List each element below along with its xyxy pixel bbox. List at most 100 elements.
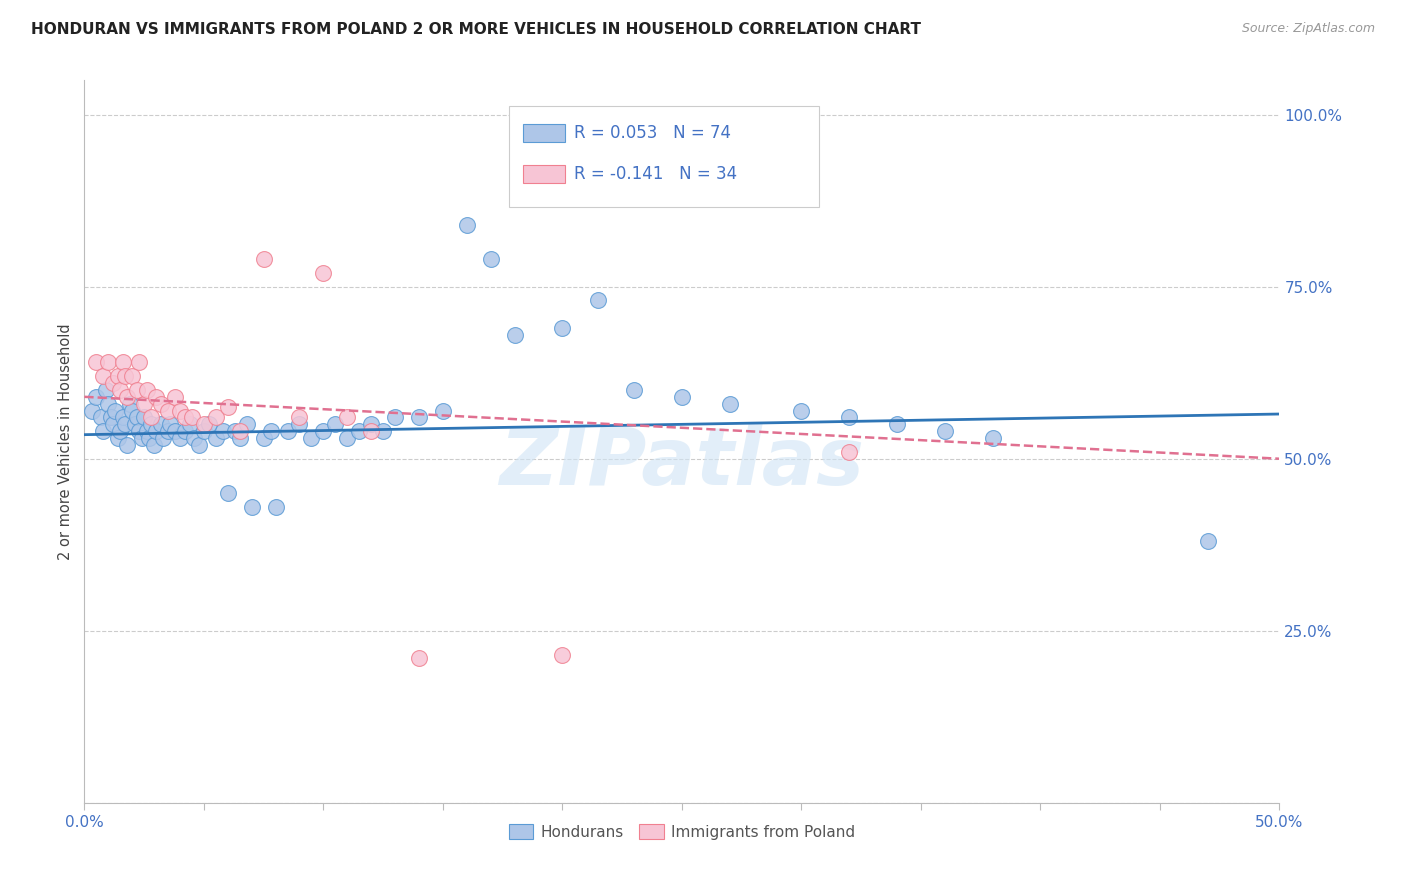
Point [236, 417, 259, 432]
Point [117, 438, 139, 452]
FancyBboxPatch shape [523, 124, 565, 142]
Point [135, 424, 157, 438]
Point [981, 431, 1004, 445]
Point [93, 424, 115, 438]
Point [100, 410, 122, 425]
Point [408, 651, 430, 665]
Point [101, 376, 124, 390]
Point [173, 410, 195, 425]
Point [169, 403, 191, 417]
Point [94, 383, 117, 397]
Point [671, 390, 693, 404]
Point [93, 369, 115, 384]
Point [373, 424, 395, 438]
Point [159, 417, 181, 432]
Point [193, 417, 215, 432]
Point [217, 400, 239, 414]
Point [886, 417, 908, 432]
Point [169, 431, 191, 445]
Point [111, 410, 134, 425]
Point [142, 438, 165, 452]
Point [790, 403, 813, 417]
Point [145, 390, 167, 404]
Point [503, 327, 526, 342]
Point [240, 500, 263, 514]
Point [125, 410, 148, 425]
Point [229, 424, 252, 438]
Point [551, 648, 574, 662]
Point [312, 266, 335, 280]
Point [193, 424, 215, 438]
Point [336, 410, 359, 425]
Point [111, 355, 134, 369]
Point [183, 431, 205, 445]
Point [205, 431, 228, 445]
Point [336, 431, 359, 445]
Point [165, 424, 187, 438]
Point [132, 397, 156, 411]
Point [264, 500, 287, 514]
Point [197, 417, 219, 432]
Point [90, 410, 112, 425]
Point [114, 369, 136, 384]
Point [128, 424, 150, 438]
Point [80, 403, 103, 417]
Point [157, 403, 180, 417]
Point [384, 410, 406, 425]
Point [288, 410, 311, 425]
Point [623, 383, 645, 397]
Point [97, 397, 120, 411]
Text: HONDURAN VS IMMIGRANTS FROM POLAND 2 OR MORE VEHICLES IN HOUSEHOLD CORRELATION C: HONDURAN VS IMMIGRANTS FROM POLAND 2 OR … [31, 22, 921, 37]
Point [408, 410, 430, 425]
FancyBboxPatch shape [523, 165, 565, 183]
Point [260, 424, 283, 438]
Point [107, 369, 129, 384]
Point [718, 397, 741, 411]
Point [173, 424, 195, 438]
Point [312, 424, 335, 438]
Point [97, 355, 120, 369]
Point [117, 390, 139, 404]
Point [479, 252, 502, 267]
Point [217, 486, 239, 500]
Text: Source: ZipAtlas.com: Source: ZipAtlas.com [1241, 22, 1375, 36]
Point [838, 410, 860, 425]
Point [551, 321, 574, 335]
Point [149, 397, 172, 411]
Point [110, 383, 132, 397]
Point [152, 431, 174, 445]
Point [124, 417, 146, 432]
Point [432, 403, 454, 417]
Point [212, 424, 235, 438]
Point [107, 431, 129, 445]
Legend: Hondurans, Immigrants from Poland: Hondurans, Immigrants from Poland [501, 816, 863, 847]
Point [165, 390, 187, 404]
Point [181, 410, 204, 425]
Point [360, 424, 382, 438]
Point [205, 410, 228, 425]
Point [101, 417, 124, 432]
Point [132, 410, 156, 425]
Point [157, 424, 180, 438]
Point [114, 417, 136, 432]
Point [128, 355, 150, 369]
FancyBboxPatch shape [509, 105, 820, 207]
Point [301, 431, 323, 445]
Point [125, 383, 148, 397]
Point [86, 390, 108, 404]
Point [934, 424, 956, 438]
Point [349, 424, 371, 438]
Point [253, 431, 276, 445]
Point [104, 403, 127, 417]
Point [141, 417, 163, 432]
Point [456, 218, 478, 232]
Text: R = -0.141   N = 34: R = -0.141 N = 34 [575, 165, 738, 183]
Point [138, 431, 160, 445]
Point [838, 445, 860, 459]
Point [145, 424, 167, 438]
Point [224, 424, 246, 438]
Text: R = 0.053   N = 74: R = 0.053 N = 74 [575, 124, 731, 142]
Point [135, 383, 157, 397]
Point [325, 417, 347, 432]
Point [131, 431, 153, 445]
